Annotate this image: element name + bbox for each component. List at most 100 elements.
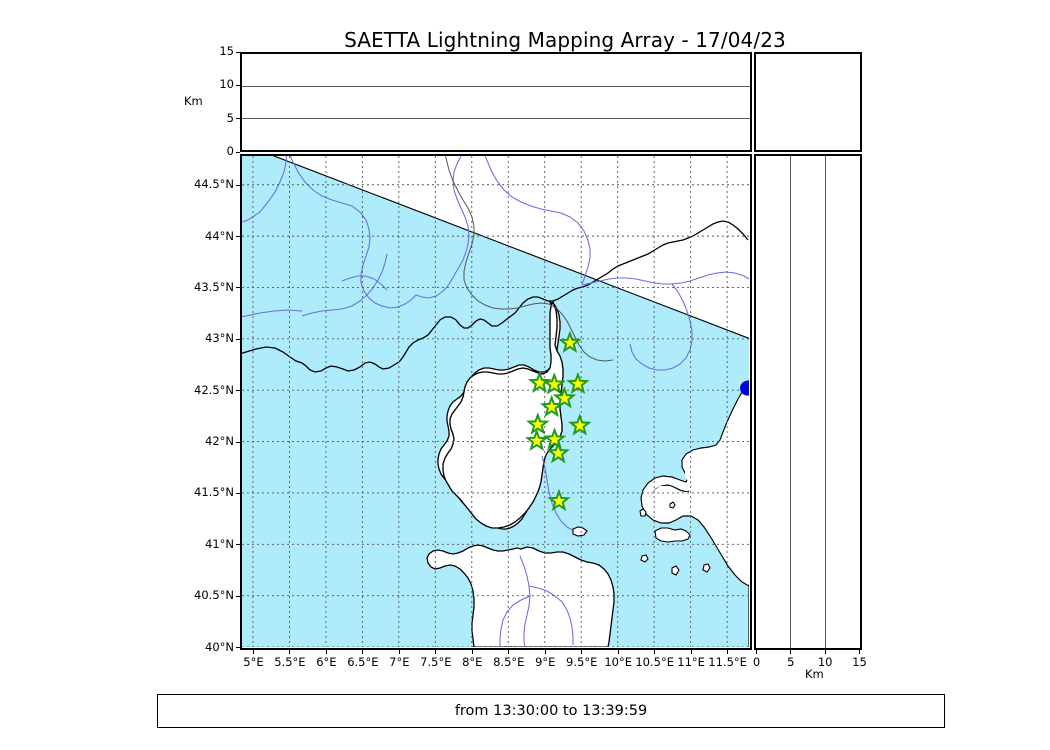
- status-bar[interactable]: from 13:30:00 to 13:39:59: [157, 694, 945, 728]
- station-corte-north: [542, 372, 566, 395]
- borders: [445, 156, 614, 362]
- range-tickmark-0: [756, 650, 757, 654]
- altitude-gridline-5: [242, 118, 750, 119]
- latitude-tick-40: 40°N: [205, 639, 234, 654]
- map-panel[interactable]: [240, 154, 752, 650]
- altitude-axis-label: Km: [184, 94, 203, 108]
- altitude-tickmark-10: [236, 84, 240, 86]
- latitude-tickmark-42.5: [236, 390, 240, 392]
- range-axis-label: Km: [805, 667, 824, 681]
- rivers: [242, 156, 750, 648]
- station-bonifacio: [547, 488, 571, 512]
- latitude-tick-41.5: 41.5°N: [194, 485, 234, 500]
- altitude-tick-0: 0: [226, 144, 234, 158]
- latitude-tickmark-40.5: [236, 595, 240, 597]
- altitude-latitude-panel[interactable]: [754, 154, 862, 650]
- station-bastia: [566, 371, 590, 395]
- longitude-tickmark-9: [544, 650, 546, 654]
- page-title: SAETTA Lightning Mapping Array - 17/04/2…: [0, 28, 1050, 52]
- range-tickmark-10: [824, 650, 826, 654]
- altitude-tickmark-5: [236, 118, 240, 120]
- station-zonza: [546, 441, 570, 464]
- station-markers: [524, 330, 592, 512]
- longitude-tick-11.5: 11.5°E: [708, 655, 747, 669]
- map-svg: [242, 156, 750, 648]
- altitude-longitude-panel[interactable]: [240, 52, 752, 152]
- range-tickmark-5: [790, 650, 792, 654]
- longitude-tick-8.5: 8.5°E: [493, 655, 525, 669]
- range-tick-0: 0: [752, 655, 761, 669]
- map-gridlines: [242, 156, 749, 648]
- longitude-tick-9: 9°E: [535, 655, 556, 669]
- coastline-europe: [242, 220, 749, 373]
- latitude-tick-42: 42°N: [205, 434, 234, 449]
- latitude-tickmark-44.5: [236, 184, 240, 186]
- longitude-tickmark-5.5: [289, 650, 291, 654]
- longitude-tickmark-7: [398, 650, 400, 654]
- land-sardinia: [426, 544, 615, 648]
- longitude-tick-10.5: 10.5°E: [635, 655, 674, 669]
- range-tick-15: 15: [852, 655, 867, 669]
- latitude-tick-43: 43°N: [205, 331, 234, 346]
- altitude-tick-10: 10: [219, 77, 234, 92]
- longitude-tickmark-8: [471, 650, 473, 654]
- longitude-tickmark-11: [690, 650, 692, 654]
- page-title-text: SAETTA Lightning Mapping Array - 17/04/2…: [344, 28, 786, 52]
- longitude-tick-9.5: 9.5°E: [566, 655, 598, 669]
- latitude-tick-44: 44°N: [205, 228, 234, 243]
- source-points: [740, 380, 750, 396]
- latitude-tick-44.5: 44.5°N: [194, 177, 234, 192]
- station-aleria: [568, 413, 592, 436]
- altitude-gridline-10: [242, 86, 750, 87]
- longitude-tickmark-10: [617, 650, 619, 654]
- longitude-tick-10: 10°E: [604, 655, 633, 669]
- lightning-source: [740, 380, 750, 396]
- latitude-tick-42.5: 42.5°N: [194, 382, 234, 397]
- longitude-tickmark-7.5: [435, 650, 437, 654]
- longitude-tick-5: 5°E: [243, 655, 264, 669]
- latitude-tick-43.5: 43.5°N: [194, 279, 234, 294]
- latitude-tickmark-41: [236, 544, 240, 546]
- range-gridline-10: [825, 156, 826, 648]
- altitude-tick-5: 5: [226, 110, 234, 125]
- longitude-tick-6.5: 6.5°E: [347, 655, 379, 669]
- latitude-tickmark-43: [236, 338, 240, 340]
- altitude-tickmark-0: [236, 151, 240, 153]
- latitude-tick-40.5: 40.5°N: [194, 588, 234, 603]
- longitude-tickmark-6: [325, 650, 327, 654]
- longitude-tickmark-10.5: [654, 650, 656, 654]
- latitude-tick-41: 41°N: [205, 536, 234, 551]
- range-tick-5: 5: [787, 655, 795, 669]
- station-cap-corse: [558, 330, 582, 353]
- longitude-tick-7.5: 7.5°E: [420, 655, 452, 669]
- station-ile-rousse: [527, 370, 552, 394]
- latitude-tickmark-43.5: [236, 287, 240, 289]
- station-corte: [552, 386, 577, 409]
- status-bar-text: from 13:30:00 to 13:39:59: [454, 703, 648, 719]
- range-gridline-5: [790, 156, 791, 648]
- altitude-tickmark-15: [236, 51, 240, 53]
- longitude-tickmark-11.5: [727, 650, 729, 654]
- longitude-tick-6: 6°E: [316, 655, 337, 669]
- longitude-tick-7: 7°E: [389, 655, 410, 669]
- latitude-tickmark-40: [236, 647, 240, 648]
- latitude-tickmark-44: [236, 236, 240, 238]
- longitude-tick-11: 11°E: [677, 655, 705, 669]
- station-venaco: [539, 394, 564, 418]
- longitude-tickmark-9.5: [581, 650, 583, 654]
- station-ajaccio: [524, 428, 549, 452]
- latitude-tickmark-42: [236, 441, 240, 443]
- longitude-tick-5.5: 5.5°E: [274, 655, 306, 669]
- range-tickmark-15: [859, 650, 860, 654]
- land-europe-fill: [648, 156, 750, 585]
- longitude-tickmark-8.5: [508, 650, 510, 654]
- coastline-corsica: [442, 300, 564, 529]
- altitude-tick-15: 15: [219, 44, 234, 58]
- longitude-tickmark-5: [252, 650, 254, 654]
- station-bastelica: [542, 427, 567, 450]
- range-tick-10: 10: [817, 655, 833, 669]
- latitude-tickmark-41.5: [236, 492, 240, 494]
- station-cargese: [526, 412, 550, 435]
- longitude-tick-8: 8°E: [462, 655, 483, 669]
- longitude-tickmark-6.5: [362, 650, 364, 654]
